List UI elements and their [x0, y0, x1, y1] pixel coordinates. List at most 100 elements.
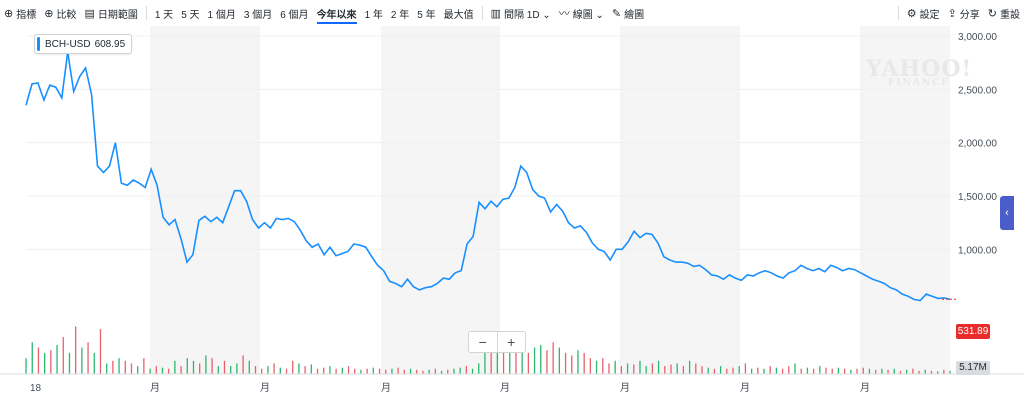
volume-bar	[552, 342, 554, 374]
volume-bar	[434, 368, 436, 374]
legend-value: 608.95	[94, 38, 126, 50]
range-1m[interactable]: 1 個月	[204, 0, 240, 26]
y-tick-label: 1,500.00	[958, 192, 997, 203]
volume-bar	[292, 360, 294, 374]
volume-bar	[471, 368, 474, 374]
volume-bar	[174, 360, 176, 374]
yahoo-finance-watermark: YAHOO! FINANCE	[866, 56, 973, 88]
volume-bar	[124, 360, 126, 374]
interval-dropdown[interactable]: ▥ 間隔 1D ⌄	[487, 0, 555, 26]
share-button[interactable]: ⇪ 分享	[944, 0, 984, 26]
volume-bar	[843, 368, 846, 374]
chevron-left-icon: ‹	[1005, 207, 1009, 219]
zoom-out-button[interactable]: −	[469, 332, 498, 352]
volume-bar	[781, 368, 784, 374]
range-max[interactable]: 最大值	[440, 0, 478, 26]
volume-bar	[428, 369, 430, 374]
volume-bar	[155, 366, 157, 374]
volume-bar	[905, 369, 908, 374]
chart-type-dropdown[interactable]: 〰線圖 ⌄	[555, 0, 608, 26]
range-5y[interactable]: 5 年	[413, 0, 439, 26]
volume-bar	[360, 369, 362, 374]
toolbar-label: 繪圖	[624, 9, 645, 21]
volume-bar	[564, 352, 567, 374]
indicators-button[interactable]: ⊕ 指標	[0, 0, 40, 26]
compare-button[interactable]: ⊕ 比較	[40, 0, 80, 26]
toolbar-label: 最大值	[443, 9, 474, 21]
plus-circle-icon: ⊕	[4, 7, 14, 20]
volume-bar	[341, 367, 343, 374]
x-tick-label: 月	[740, 382, 750, 394]
volume-bar	[949, 370, 951, 374]
volume-bar	[354, 368, 356, 374]
volume-bar	[335, 368, 337, 374]
toolbar-label: 6 個月	[280, 9, 309, 21]
share-icon: ⇪	[947, 7, 957, 20]
side-panel-toggle[interactable]: ‹	[1000, 196, 1014, 230]
zoom-control: − +	[468, 331, 526, 353]
reset-button[interactable]: ↻ 重設	[984, 0, 1024, 26]
volume-bar	[248, 360, 250, 374]
volume-bar	[329, 366, 331, 374]
volume-bar	[608, 363, 610, 374]
current-volume-tag: 5.17M	[956, 361, 990, 375]
volume-bar	[825, 367, 827, 374]
volume-bar	[93, 352, 95, 374]
x-tick-label: 月	[260, 382, 270, 394]
volume-bar	[440, 370, 443, 374]
range-6m[interactable]: 6 個月	[276, 0, 312, 26]
range-5d[interactable]: 5 天	[177, 0, 203, 26]
volume-bar	[688, 360, 691, 374]
volume-bar	[347, 366, 350, 374]
volume-bar	[515, 342, 517, 374]
volume-bar	[614, 360, 616, 374]
toolbar-divider	[481, 6, 483, 20]
toolbar-label: 線圖 ⌄	[572, 9, 604, 21]
volume-bar	[87, 342, 89, 374]
volume-bar	[453, 368, 455, 374]
volume-bar	[366, 368, 368, 374]
toolbar-label: 分享	[959, 9, 980, 21]
date-range-button[interactable]: ▤ 日期範圍	[80, 0, 141, 26]
toolbar-label: 比較	[56, 9, 77, 21]
range-1y[interactable]: 1 年	[361, 0, 387, 26]
month-band	[381, 26, 500, 374]
x-tick-label: 18	[30, 383, 42, 394]
volume-bar	[943, 369, 945, 374]
x-tick-label: 月	[860, 382, 870, 394]
volume-bar	[180, 366, 182, 374]
range-1d[interactable]: 1 天	[151, 0, 177, 26]
range-ytd[interactable]: 今年以來	[313, 0, 361, 26]
volume-bar	[936, 371, 939, 374]
volume-bar	[571, 355, 573, 374]
range-2y[interactable]: 2 年	[387, 0, 413, 26]
volume-bar	[409, 368, 412, 374]
settings-button[interactable]: ⚙ 設定	[903, 0, 944, 26]
volume-bar	[812, 368, 815, 374]
volume-bar	[378, 368, 381, 374]
volume-bar	[397, 367, 399, 374]
volume-bar	[254, 366, 257, 374]
draw-button[interactable]: ✎ 繪圖	[608, 0, 648, 26]
volume-bar	[236, 363, 238, 374]
chart-area[interactable]: 3,000.00 2,500.00 2,000.00 1,500.00 1,000.00…	[0, 26, 1024, 414]
volume-bar	[912, 368, 914, 374]
volume-bar	[25, 358, 27, 374]
volume-bar	[285, 368, 288, 374]
range-3m[interactable]: 3 個月	[240, 0, 276, 26]
volume-bar	[137, 366, 139, 374]
volume-bar	[416, 369, 418, 374]
zoom-in-button[interactable]: +	[507, 334, 516, 350]
toolbar-label: 2 年	[390, 9, 410, 21]
toolbar-label: 重設	[1000, 9, 1020, 21]
volume-bar	[267, 366, 269, 374]
volume-bar	[738, 366, 740, 374]
month-band	[150, 26, 260, 374]
volume-bar	[533, 347, 536, 374]
legend-chip[interactable]: BCH-USD 608.95	[34, 34, 133, 54]
volume-bar	[106, 363, 108, 374]
x-tick-label: 月	[381, 382, 391, 394]
price-chart[interactable]: 3,000.00 2,500.00 2,000.00 1,500.00 1,000.00…	[0, 26, 1024, 414]
volume-bar	[186, 358, 188, 374]
volume-bar	[626, 363, 629, 374]
